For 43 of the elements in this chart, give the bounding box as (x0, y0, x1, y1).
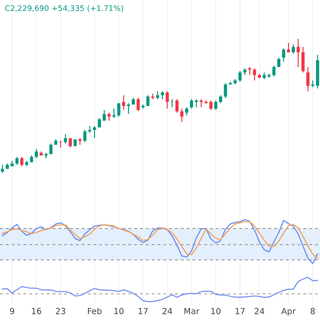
candlestick (59, 140, 62, 148)
candlestick (194, 98, 198, 108)
candlestick (20, 156, 24, 167)
candlestick (68, 138, 72, 148)
candlestick (209, 100, 212, 110)
candlestick (252, 68, 256, 81)
candlestick (301, 46, 305, 73)
x-tick-label: 24 (162, 308, 172, 314)
candlestick (282, 48, 286, 62)
x-tick-label: Mar (184, 308, 200, 314)
candlestick (200, 98, 203, 108)
candlestick (170, 98, 174, 108)
candlestick (122, 94, 126, 110)
x-tick-label: 17 (236, 308, 245, 314)
x-tick-label: 16 (32, 308, 42, 314)
candlestick (306, 66, 310, 92)
candlestick (238, 70, 242, 82)
candlestick (292, 44, 295, 54)
x-tick-label: 10 (114, 308, 124, 314)
candlestick (136, 97, 140, 112)
candlestick (126, 102, 130, 114)
candlestick (34, 148, 38, 159)
x-tick-label: 23 (56, 308, 66, 314)
x-tick-label: 8 (310, 308, 315, 314)
x-tick-label: 17 (138, 308, 148, 314)
x-tick-label: 10 (211, 308, 221, 314)
candlestick (175, 98, 179, 114)
x-tick-label: 24 (254, 308, 264, 314)
candlestick (64, 134, 68, 144)
x-tick-label: 9 (10, 308, 14, 314)
candlestick (83, 130, 86, 143)
x-tick-label: Feb (88, 308, 102, 314)
candlestick (286, 42, 290, 53)
x-tick-label: Apr (281, 308, 296, 316)
candlestick (224, 82, 228, 98)
candlestick (166, 90, 169, 110)
candlestick (180, 108, 184, 122)
candlestick (296, 38, 300, 68)
candlestick (272, 65, 276, 77)
candlestick (190, 98, 194, 110)
candlestick (117, 102, 120, 118)
candlestick (146, 94, 150, 106)
candlestick (214, 100, 218, 110)
